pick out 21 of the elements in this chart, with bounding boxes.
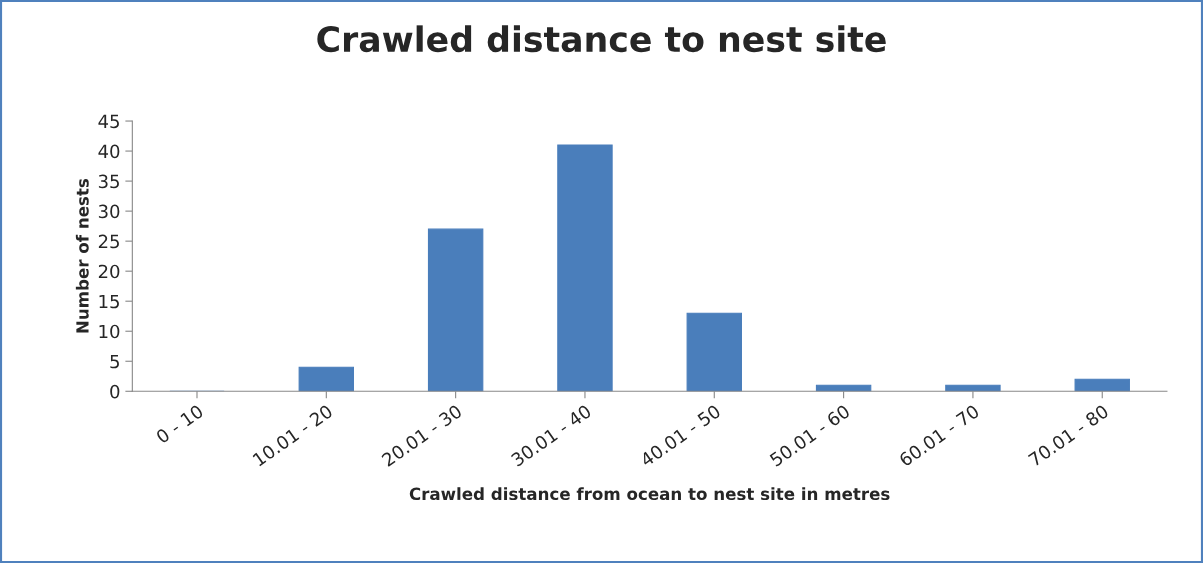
y-tick-label: 0	[110, 384, 120, 399]
y-tick-label: 30	[98, 204, 120, 219]
x-tick-label: 0 - 10	[155, 404, 205, 444]
y-tick-label: 35	[98, 174, 119, 189]
bar	[1074, 378, 1130, 392]
bar	[427, 228, 484, 392]
bar	[557, 144, 613, 392]
bar	[815, 384, 872, 392]
y-tick-label: 15	[99, 294, 119, 309]
bar	[945, 384, 1001, 392]
y-tick-label: 45	[98, 114, 119, 129]
y-tick-label: 10	[99, 324, 120, 339]
y-tick-label: 25	[98, 234, 119, 249]
bar	[686, 312, 742, 392]
y-tick-label: 40	[98, 144, 120, 159]
y-axis-title: Number of nests	[75, 178, 89, 333]
chart-title: Crawled distance to nest site	[317, 25, 886, 53]
x-axis-title: Crawled distance from ocean to nest site in metres	[409, 487, 890, 501]
y-tick-label: 20	[98, 264, 120, 279]
bar	[298, 366, 355, 392]
y-tick-label: 5	[110, 354, 119, 369]
